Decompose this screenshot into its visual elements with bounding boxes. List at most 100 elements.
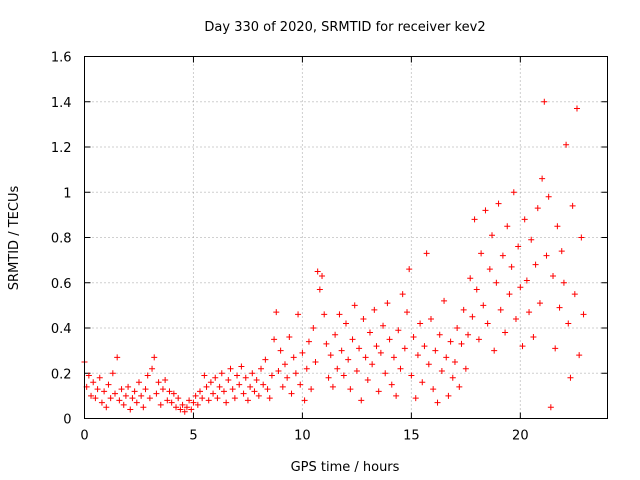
data-point (578, 234, 585, 241)
data-point (353, 367, 360, 374)
data-point (421, 343, 428, 350)
data-point (508, 263, 515, 270)
data-point (560, 279, 567, 286)
data-point (105, 381, 112, 388)
data-point (242, 374, 249, 381)
data-point (347, 386, 354, 393)
data-point (506, 291, 513, 298)
data-point (122, 392, 129, 399)
data-point (456, 383, 463, 390)
data-point (125, 383, 132, 390)
data-point (144, 372, 151, 379)
x-tick-label: 10 (294, 429, 311, 444)
data-point (364, 377, 371, 384)
data-point (297, 381, 304, 388)
data-point (218, 370, 225, 377)
data-point (343, 320, 349, 327)
data-point (493, 279, 500, 286)
data-point (573, 105, 580, 112)
data-point (414, 352, 421, 359)
data-point (253, 377, 260, 384)
data-point (98, 399, 105, 406)
data-point (210, 390, 217, 397)
data-point (142, 386, 149, 393)
data-point (188, 406, 195, 413)
gridlines (84, 56, 608, 419)
data-point (301, 397, 308, 404)
data-point (162, 377, 169, 384)
data-point (371, 306, 378, 313)
y-tick-label: 1.4 (51, 96, 72, 111)
data-point (417, 320, 424, 327)
data-point (114, 354, 121, 361)
data-point (388, 381, 395, 388)
data-point (478, 250, 485, 257)
data-point (369, 361, 376, 368)
data-point (170, 390, 177, 397)
data-point (377, 349, 384, 356)
data-point (273, 309, 280, 316)
data-point (271, 336, 278, 343)
data-point (556, 304, 563, 311)
data-point (539, 175, 546, 182)
data-point (515, 243, 522, 250)
data-point (179, 401, 186, 408)
data-point (580, 311, 587, 318)
data-point (279, 383, 286, 390)
data-point (236, 381, 243, 388)
data-point (290, 354, 297, 361)
data-point (292, 370, 299, 377)
data-point (554, 223, 561, 230)
data-point (303, 365, 310, 372)
data-point (212, 374, 219, 381)
data-point (390, 354, 397, 361)
data-point (234, 372, 241, 379)
y-tick-label: 1.2 (51, 141, 72, 156)
data-point (360, 315, 367, 322)
data-point (286, 334, 293, 341)
data-point (499, 252, 506, 259)
data-point (281, 361, 288, 368)
y-tick-label: 0.8 (51, 232, 72, 247)
data-point (473, 286, 480, 293)
data-point (190, 399, 197, 406)
data-point (203, 383, 210, 390)
data-point (288, 390, 295, 397)
data-point (133, 399, 140, 406)
data-point (545, 193, 552, 200)
data-point (186, 397, 193, 404)
data-point (563, 141, 570, 148)
data-point (340, 372, 347, 379)
data-point (319, 272, 326, 279)
y-tick-label: 0.2 (51, 367, 72, 382)
data-point (521, 216, 528, 223)
data-point (349, 336, 356, 343)
data-point (316, 286, 323, 293)
data-point (321, 311, 328, 318)
data-point (129, 395, 136, 402)
data-point (166, 388, 173, 395)
data-point (107, 395, 114, 402)
data-point (305, 338, 312, 345)
data-point (550, 272, 557, 279)
data-point (264, 386, 271, 393)
data-point (255, 392, 262, 399)
data-point (486, 266, 493, 273)
data-point (565, 320, 572, 327)
data-point (454, 325, 461, 331)
data-point (244, 397, 251, 404)
data-point (356, 345, 363, 352)
data-point (523, 277, 530, 284)
data-point (489, 232, 496, 239)
data-points (81, 98, 587, 415)
data-point (88, 392, 95, 399)
data-point (153, 390, 160, 397)
data-point (406, 266, 413, 273)
data-point (196, 388, 203, 395)
chart-title: Day 330 of 2020, SRMTID for receiver kev… (204, 20, 485, 35)
data-point (482, 207, 489, 214)
data-point (120, 401, 127, 408)
data-point (480, 302, 487, 309)
data-point (268, 372, 275, 379)
data-point (155, 379, 162, 386)
